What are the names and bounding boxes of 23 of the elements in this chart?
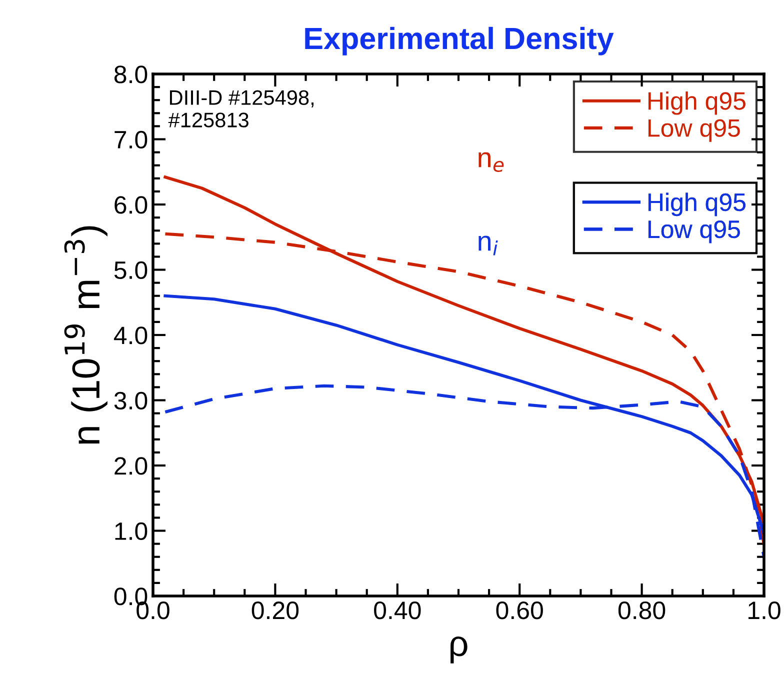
x-tick-label: 0.80 (618, 602, 666, 620)
x-tick-label: 0.20 (252, 602, 299, 620)
y-tick-label: 6.0 (114, 196, 148, 214)
y-tick-label: 3.0 (114, 392, 148, 410)
y-tick-label: 4.0 (114, 326, 148, 344)
x-tick-label: 0.40 (374, 602, 421, 620)
annotation: n$_{e}$ (478, 152, 504, 172)
x-tick-label: 1.0 (748, 602, 780, 620)
x-axis-title: ρ (450, 636, 468, 664)
legend-label: High q95 (648, 192, 746, 216)
y-tick-label: 5.0 (114, 261, 148, 280)
x-tick-label: 0.60 (496, 602, 543, 620)
y-tick-label: 7.0 (114, 130, 148, 149)
y-tick-label: 2.0 (114, 457, 148, 475)
legend-label: Low q95 (648, 119, 740, 142)
legend-label: Low q95 (648, 220, 740, 244)
annotation: DIII-D #125498, #125813 (168, 90, 314, 128)
legend-label: High q95 (648, 92, 746, 115)
y-tick-label: 8.0 (114, 66, 148, 84)
y-axis-title: n (10$^{19}$ m$^{−3}$) (64, 226, 108, 444)
chart-title: Experimental Density (305, 26, 614, 56)
y-tick-label: 1.0 (115, 522, 148, 540)
annotation: n$_{i}$ (478, 236, 498, 256)
